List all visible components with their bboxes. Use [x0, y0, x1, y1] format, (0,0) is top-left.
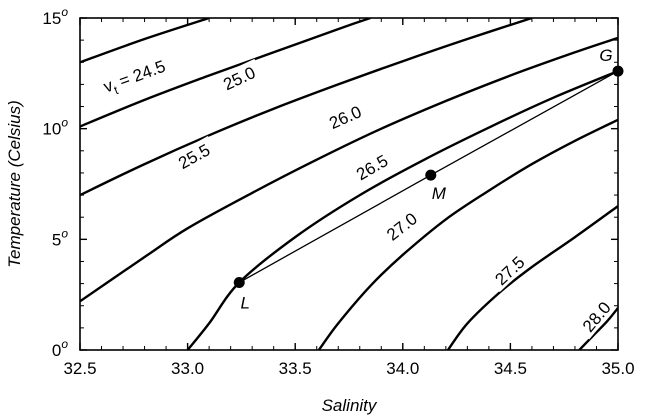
tick-labels: 32.5 33.0 33.5 34.0 34.5 35.0 0o 5o 10o 15o [42, 5, 634, 378]
contour-line-26-5 [186, 69, 618, 350]
contour-label-mask [320, 98, 369, 135]
x-tick-label: 33.0 [171, 359, 204, 378]
contour-line-25-0 [80, 18, 371, 128]
x-tick-label: 32.5 [63, 359, 96, 378]
y-tick-label: 15o [42, 5, 68, 28]
point-m [425, 169, 437, 181]
point-label-m: M [432, 184, 447, 203]
x-tick-label: 35.0 [601, 359, 634, 378]
contour-line-26-0 [80, 36, 618, 303]
plot-frame [79, 17, 619, 351]
y-tick-label: 10o [42, 116, 68, 139]
contour-line-24-5 [80, 18, 210, 64]
contour-line-28-0 [578, 307, 618, 350]
contour-line-27-0 [317, 118, 618, 350]
contour-label-mask [573, 292, 618, 340]
contour-label-26-0: 26.0 [326, 102, 364, 133]
contour-label-mask [96, 53, 172, 97]
x-tick-label: 34.5 [494, 359, 527, 378]
x-tick-label: 34.0 [386, 359, 419, 378]
contour-label-mask [347, 146, 396, 187]
x-axis-label: Salinity [322, 396, 378, 415]
contour-label-mask [214, 58, 263, 96]
y-axis-label: Temperature (Celsius) [5, 100, 24, 268]
water-mass-points: L M G [233, 46, 624, 312]
axis-ticks [79, 17, 619, 351]
y-tick-label: 5o [52, 226, 68, 249]
x-tick-label: 33.5 [279, 359, 312, 378]
contour-line-25-5 [80, 18, 533, 197]
contour-label-mask [377, 204, 425, 248]
y-tick-label: 0o [52, 337, 68, 360]
contour-label-mask [169, 135, 218, 175]
contour-label-mask [486, 247, 532, 293]
point-label-g: G [599, 46, 612, 65]
contour-line-27-5 [447, 205, 618, 350]
point-l [233, 276, 245, 288]
density-contours [80, 18, 618, 350]
point-label-l: L [241, 293, 250, 312]
